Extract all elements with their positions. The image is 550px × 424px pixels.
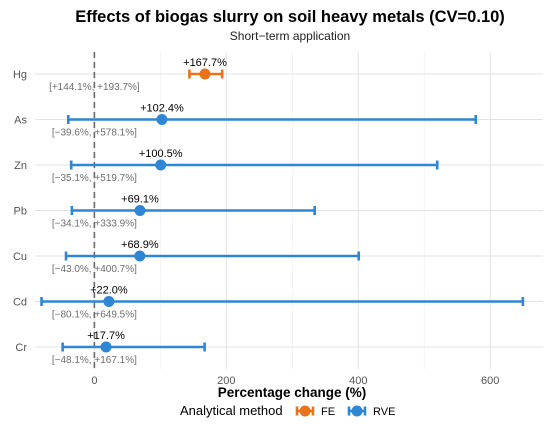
y-tick-label: Cr	[15, 342, 27, 354]
x-tick-label: 0	[91, 375, 97, 387]
x-tick-label: 200	[217, 375, 235, 387]
estimate-row-as: +102.4% [−39.6%, +578.1%]	[52, 103, 478, 139]
point-label: +102.4%	[140, 103, 184, 115]
point-label: +167.7%	[183, 57, 227, 69]
legend: Analytical method FE RVE	[180, 403, 395, 418]
point-estimate	[199, 68, 211, 80]
point-estimate	[100, 341, 112, 353]
point-estimate	[156, 114, 168, 125]
point-label: +68.9%	[121, 239, 159, 251]
point-estimate	[134, 205, 146, 216]
ci-label: [−80.1%, +649.5%]	[52, 310, 137, 321]
axes: 0 200 400 600 Hg As Zn Pb Cu Cd Cr	[13, 69, 499, 387]
x-tick-label: 400	[349, 375, 367, 387]
legend-title: Analytical method	[180, 403, 283, 418]
estimate-row-zn: +100.5% [−35.1%, +519.7%]	[52, 148, 439, 184]
legend-item-rve: RVE	[347, 405, 395, 418]
point-estimate	[103, 296, 115, 307]
legend-label: FE	[321, 406, 335, 418]
y-tick-label: Cd	[13, 297, 27, 309]
chart-title: Effects of biogas slurry on soil heavy m…	[75, 8, 505, 26]
ci-label: [−34.1%, +333.9%]	[52, 219, 137, 230]
chart-subtitle: Short−term application	[230, 29, 350, 43]
estimate-row-hg: +167.7% [+144.1%, +193.7%]	[49, 57, 227, 93]
point-label: +100.5%	[139, 148, 183, 160]
ci-label: [−39.6%, +578.1%]	[52, 128, 137, 139]
point-label: +69.1%	[121, 194, 159, 206]
ci-label: [−48.1%, +167.1%]	[52, 355, 137, 366]
legend-key-point	[299, 405, 311, 417]
y-tick-label: Cu	[13, 251, 27, 263]
ci-label: [−43.0%, +400.7%]	[52, 264, 137, 275]
marks: +167.7% [+144.1%, +193.7%]+102.4% [−39.6%,…	[40, 57, 525, 366]
y-tick-label: Pb	[14, 206, 27, 218]
estimate-row-cr: +17.7% [−48.1%, +167.1%]	[52, 330, 206, 366]
legend-label: RVE	[373, 406, 395, 418]
point-estimate	[134, 250, 146, 262]
legend-key-point	[351, 405, 363, 417]
legend-item-fe: FE	[295, 405, 335, 418]
ci-label: [−35.1%, +519.7%]	[52, 173, 137, 184]
point-label: +17.7%	[87, 330, 125, 342]
point-label: +22.0%	[90, 285, 128, 297]
y-tick-label: As	[14, 115, 27, 127]
x-tick-label: 600	[481, 375, 499, 387]
x-axis-title: Percentage change (%)	[218, 385, 367, 400]
point-estimate	[155, 159, 167, 171]
estimate-row-pb: +69.1% [−34.1%, +333.9%]	[52, 194, 316, 230]
y-tick-label: Hg	[13, 69, 27, 81]
estimate-row-cu: +68.9% [−43.0%, +400.7%]	[52, 239, 361, 275]
y-tick-label: Zn	[14, 160, 27, 172]
estimate-row-cd: +22.0% [−80.1%, +649.5%]	[40, 285, 525, 321]
ci-label: [+144.1%, +193.7%]	[49, 82, 140, 93]
